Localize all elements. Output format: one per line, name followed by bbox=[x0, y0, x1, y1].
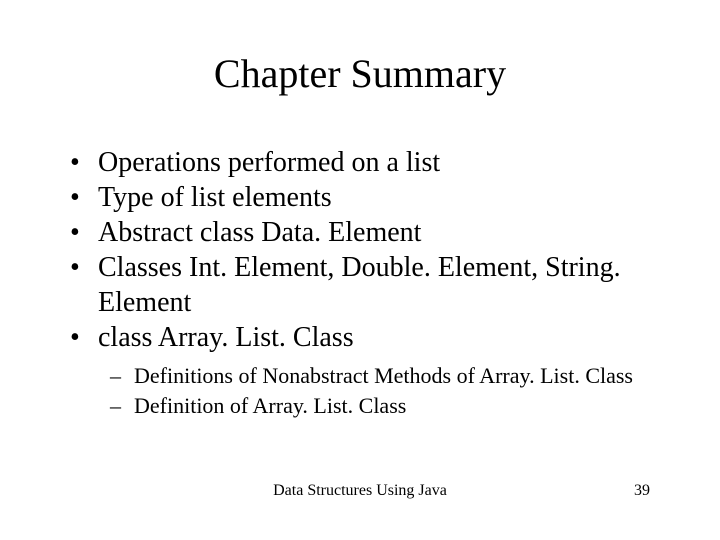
bullet-icon: • bbox=[70, 145, 98, 180]
bullet-text: Abstract class Data. Element bbox=[98, 215, 660, 250]
list-item: • Classes Int. Element, Double. Element,… bbox=[70, 250, 660, 320]
list-item: • Operations performed on a list bbox=[70, 145, 660, 180]
sub-bullet-list: – Definitions of Nonabstract Methods of … bbox=[60, 361, 660, 420]
footer-page-number: 39 bbox=[570, 482, 650, 500]
bullet-text: Type of list elements bbox=[98, 180, 660, 215]
slide-title: Chapter Summary bbox=[60, 50, 660, 97]
list-item: • Type of list elements bbox=[70, 180, 660, 215]
subbullet-text: Definitions of Nonabstract Methods of Ar… bbox=[134, 361, 660, 391]
bullet-text: class Array. List. Class bbox=[98, 320, 660, 355]
slide-footer: Data Structures Using Java 39 bbox=[60, 482, 660, 510]
dash-icon: – bbox=[110, 361, 134, 391]
list-item: • class Array. List. Class bbox=[70, 320, 660, 355]
list-item: – Definition of Array. List. Class bbox=[110, 391, 660, 421]
dash-icon: – bbox=[110, 391, 134, 421]
slide-content: • Operations performed on a list • Type … bbox=[60, 145, 660, 482]
main-bullet-list: • Operations performed on a list • Type … bbox=[60, 145, 660, 355]
bullet-icon: • bbox=[70, 180, 98, 215]
bullet-icon: • bbox=[70, 320, 98, 355]
list-item: – Definitions of Nonabstract Methods of … bbox=[110, 361, 660, 391]
footer-center: Data Structures Using Java bbox=[150, 482, 570, 500]
subbullet-text: Definition of Array. List. Class bbox=[134, 391, 660, 421]
bullet-text: Operations performed on a list bbox=[98, 145, 660, 180]
slide-container: Chapter Summary • Operations performed o… bbox=[0, 0, 720, 540]
bullet-icon: • bbox=[70, 215, 98, 250]
bullet-text: Classes Int. Element, Double. Element, S… bbox=[98, 250, 660, 320]
list-item: • Abstract class Data. Element bbox=[70, 215, 660, 250]
bullet-icon: • bbox=[70, 250, 98, 285]
